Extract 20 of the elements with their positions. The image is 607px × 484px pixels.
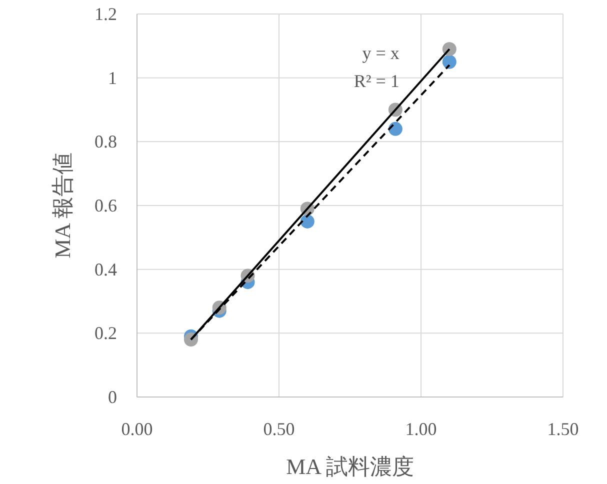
annotation: y = x xyxy=(362,43,400,64)
point xyxy=(442,42,456,56)
y-tick-label: 0.6 xyxy=(94,196,117,216)
y-tick-label: 1 xyxy=(108,68,117,88)
y-tick-label: 0.4 xyxy=(94,259,117,280)
y-axis-title: MA 報告値 xyxy=(50,152,75,258)
x-tick-label: 1.50 xyxy=(547,419,579,439)
x-tick-label: 0.00 xyxy=(121,419,153,439)
point xyxy=(300,214,314,228)
y-tick-label: 0.8 xyxy=(94,132,117,152)
x-tick-label: 0.50 xyxy=(263,419,295,439)
point xyxy=(442,54,456,69)
x-tick-label: 1.00 xyxy=(405,419,437,439)
y-tick-label: 1.2 xyxy=(94,4,117,24)
y-tick-label: 0 xyxy=(108,387,117,407)
y-tick-label: 0.2 xyxy=(94,323,117,344)
annotation: R² = 1 xyxy=(354,71,400,92)
point xyxy=(388,122,402,136)
point xyxy=(184,332,198,347)
x-axis-title: MA 試料濃度 xyxy=(286,454,414,479)
